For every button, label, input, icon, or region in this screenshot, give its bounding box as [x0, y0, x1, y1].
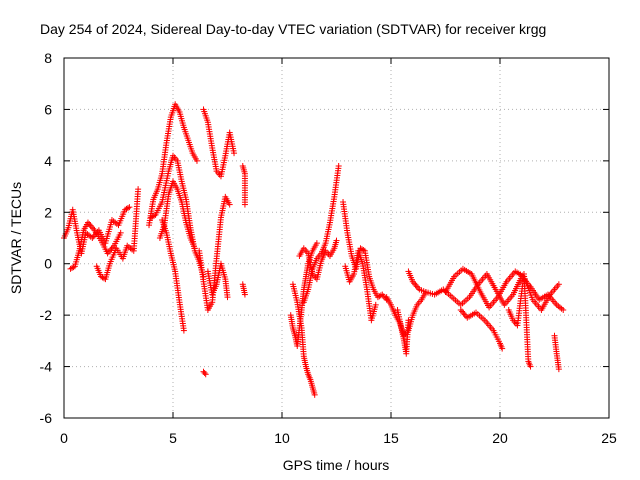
y-tick-label: 4: [44, 153, 52, 169]
y-tick-label: 6: [44, 101, 52, 117]
data-point-marker: [224, 294, 231, 301]
data-point-marker: [555, 281, 562, 288]
data-point-marker: [87, 222, 94, 229]
series-track-n: [289, 281, 318, 398]
x-tick-label: 10: [274, 430, 290, 446]
data-point-marker: [360, 247, 367, 253]
data-point-marker: [226, 201, 233, 208]
data-point-marker: [412, 281, 419, 288]
data-point-marker: [413, 283, 420, 290]
data-point-marker: [313, 240, 320, 247]
data-point-marker: [201, 370, 208, 376]
data-point-marker: [202, 371, 209, 378]
series-track-f: [156, 178, 198, 252]
series-track-h: [200, 106, 238, 180]
series-track-p: [296, 237, 340, 283]
series-track-q: [340, 199, 390, 303]
y-tick-label: 0: [44, 256, 52, 272]
x-axis-label: GPS time / hours: [283, 457, 390, 473]
data-point-marker: [372, 301, 379, 308]
series-track-l: [239, 281, 248, 298]
data-point-marker: [460, 310, 467, 317]
data-point-marker: [462, 313, 469, 320]
series-track-s: [383, 289, 429, 339]
series-track-i: [196, 193, 233, 313]
data-point-marker: [193, 157, 200, 164]
data-point-marker: [126, 204, 133, 211]
x-tick-label: 20: [492, 430, 508, 446]
series-track-c: [93, 186, 142, 283]
chart-title: Day 254 of 2024, Sidereal Day-to-day VTE…: [40, 21, 546, 37]
x-tick-label: 15: [383, 430, 399, 446]
data-point-marker: [90, 225, 97, 232]
grid-lines: [64, 58, 609, 418]
x-tick-label: 25: [601, 430, 617, 446]
series-track-g: [159, 217, 187, 334]
y-tick-label: -2: [40, 307, 53, 323]
data-point-marker: [151, 212, 158, 219]
series-track-o: [300, 163, 342, 306]
series-track-j: [204, 260, 231, 301]
data-point-marker: [135, 186, 142, 193]
data-point-marker: [377, 292, 384, 299]
data-point-marker: [560, 307, 567, 313]
series-track-x: [505, 271, 562, 373]
data-point-marker: [241, 291, 248, 298]
data-markers: [61, 101, 567, 398]
y-tick-label: -4: [40, 359, 53, 375]
data-point-marker: [241, 201, 248, 208]
data-point-marker: [88, 224, 95, 231]
data-point-marker: [555, 366, 562, 373]
y-tick-label: 2: [44, 204, 52, 220]
x-tick-label: 0: [60, 430, 68, 446]
x-tick-labels: 0 5 10 15 20 25: [60, 430, 617, 446]
data-point-marker: [180, 327, 187, 334]
data-point-marker: [117, 229, 124, 236]
series-track-b: [67, 219, 124, 272]
y-tick-labels: -6 -4 -2 0 2 4 6 8: [40, 50, 53, 426]
data-point-marker: [335, 163, 342, 169]
y-tick-label: 8: [44, 50, 52, 66]
data-point-marker: [457, 307, 464, 313]
data-point-marker: [405, 317, 412, 324]
y-axis-label: SDTVAR / TECUs: [8, 182, 24, 294]
data-point-marker: [70, 264, 77, 271]
data-point-marker: [124, 205, 131, 211]
data-point-marker: [311, 391, 318, 398]
axis-ticks: [63, 57, 610, 419]
data-point-marker: [459, 308, 466, 315]
plot-frame: [63, 57, 610, 419]
y-tick-label: -6: [40, 410, 53, 426]
data-point-marker: [527, 363, 534, 370]
series-track-w: [457, 307, 506, 352]
series-track-k: [200, 163, 248, 378]
series-track-r: [342, 247, 379, 324]
data-point-marker: [333, 237, 340, 244]
series-track-t: [394, 307, 412, 357]
data-point-marker: [499, 345, 506, 352]
x-tick-label: 5: [169, 430, 177, 446]
data-point-marker: [191, 245, 198, 252]
data-point-marker: [231, 150, 238, 157]
